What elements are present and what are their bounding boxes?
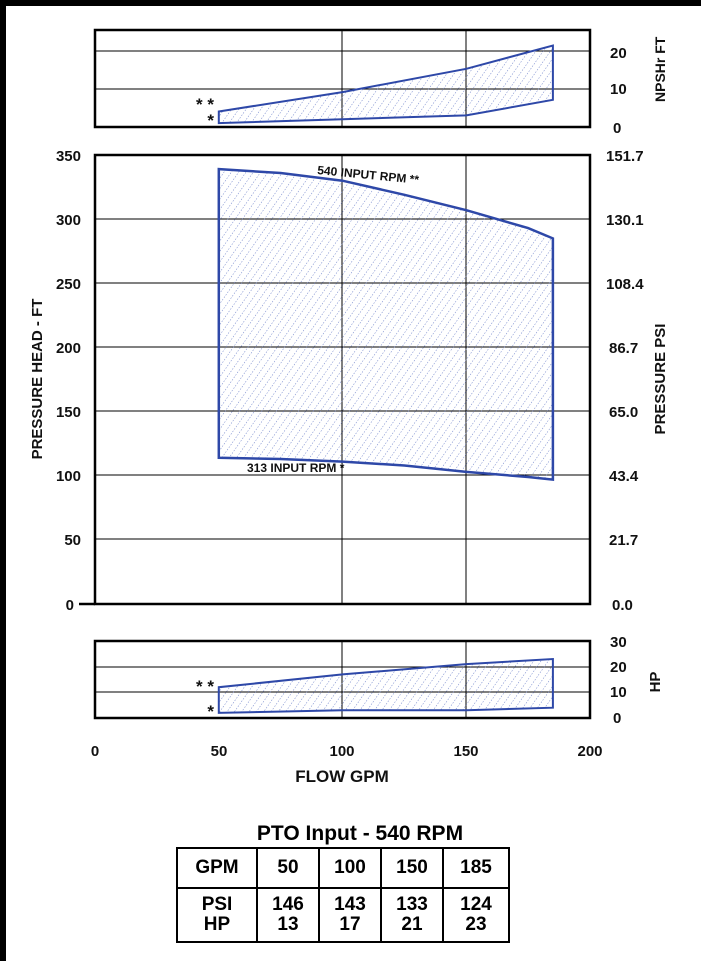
pressure-axis-label-right-text: PRESSURE PSI — [652, 324, 669, 435]
tick-left-150: 150 — [56, 404, 81, 421]
x-axis-title: FLOW GPM — [295, 767, 388, 786]
tick-right-43.4: 43.4 — [609, 468, 639, 485]
value-cell: 124 23 — [442, 887, 510, 943]
pressure-band — [217, 167, 555, 481]
npshr-tick-0: 0 — [613, 120, 621, 137]
pressure-panel: 540 INPUT RPM ** 313 INPUT RPM * PRESSUR… — [29, 148, 669, 614]
tick-left-250: 250 — [56, 276, 81, 293]
gpm-cell: 100 — [318, 847, 382, 889]
hp-label: HP — [203, 914, 231, 935]
gpm-cell: 50 — [256, 847, 320, 889]
x-tick-150: 150 — [453, 743, 478, 760]
x-tick-50: 50 — [211, 743, 228, 760]
hp-value: 23 — [465, 914, 487, 935]
gpm-header-cell: GPM — [176, 847, 258, 889]
hp-axis-label: HP — [647, 672, 664, 693]
x-tick-100: 100 — [329, 743, 354, 760]
npshr-label-low: * — [207, 111, 214, 130]
psi-label: PSI — [201, 894, 233, 915]
tick-left-100: 100 — [56, 468, 81, 485]
tick-right-108.4: 108.4 — [606, 276, 644, 293]
hp-axis-label-text: HP — [647, 672, 664, 693]
psi-hp-label-cell: PSI HP — [176, 887, 258, 943]
hp-value: 21 — [401, 914, 423, 935]
tick-left-50: 50 — [64, 532, 81, 549]
hp-panel: * * * 30 20 10 0 HP — [93, 634, 664, 727]
tick-right-65.0: 65.0 — [609, 404, 638, 421]
npshr-label-high: * * — [196, 95, 214, 114]
npshr-axis-label: NPSHr FT — [652, 36, 668, 102]
pressure-axis-label-right: PRESSURE PSI — [652, 324, 669, 435]
hp-tick-10: 10 — [610, 684, 627, 701]
gpm-row: GPM 50 100 150 185 — [176, 847, 510, 889]
tick-right-86.7: 86.7 — [609, 340, 638, 357]
tick-left-300: 300 — [56, 212, 81, 229]
npshr-band — [217, 44, 554, 125]
tick-right-151.7: 151.7 — [606, 148, 644, 165]
tick-left-200: 200 — [56, 340, 81, 357]
value-cell: 146 13 — [256, 887, 320, 943]
npshr-panel: * * * 20 10 0 NPSHr FT — [93, 28, 668, 137]
hp-label-low: * — [207, 702, 214, 721]
x-axis: 0 50 100 150 200 FLOW GPM — [91, 743, 603, 786]
curve-label-313: 313 INPUT RPM * — [247, 461, 345, 475]
x-tick-0: 0 — [91, 743, 99, 760]
pto-table-title: PTO Input - 540 RPM — [256, 822, 464, 845]
hp-value: 17 — [339, 914, 361, 935]
psi-value: 143 — [334, 894, 366, 915]
npshr-tick-10: 10 — [610, 81, 627, 98]
hp-label-high: * * — [196, 677, 214, 696]
x-tick-200: 200 — [577, 743, 602, 760]
hp-band — [217, 657, 554, 714]
tick-right-21.7: 21.7 — [609, 532, 638, 549]
pressure-axis-label-left: PRESSURE HEAD - FT — [29, 299, 46, 460]
psi-value: 124 — [460, 894, 492, 915]
hp-tick-30: 30 — [610, 634, 627, 651]
psi-hp-row: PSI HP 146 13 143 17 133 21 124 23 — [176, 887, 510, 943]
npshr-axis-label-text: NPSHr FT — [652, 36, 668, 102]
tick-right-130.1: 130.1 — [606, 212, 644, 229]
gpm-cell: 185 — [442, 847, 510, 889]
gpm-cell: 150 — [380, 847, 444, 889]
value-cell: 133 21 — [380, 887, 444, 943]
hp-tick-20: 20 — [610, 659, 627, 676]
pto-performance-table: GPM 50 100 150 185 PSI HP 146 13 143 17 133… — [176, 847, 510, 943]
hp-value: 13 — [277, 914, 299, 935]
hp-tick-0: 0 — [613, 710, 621, 727]
tick-right-0.0: 0.0 — [612, 597, 633, 614]
tick-left-350: 350 — [56, 148, 81, 165]
npshr-tick-20: 20 — [610, 45, 627, 62]
value-cell: 143 17 — [318, 887, 382, 943]
tick-left-0: 0 — [66, 597, 74, 614]
pressure-axis-label-left-text: PRESSURE HEAD - FT — [29, 299, 46, 460]
psi-value: 146 — [272, 894, 304, 915]
psi-value: 133 — [396, 894, 428, 915]
